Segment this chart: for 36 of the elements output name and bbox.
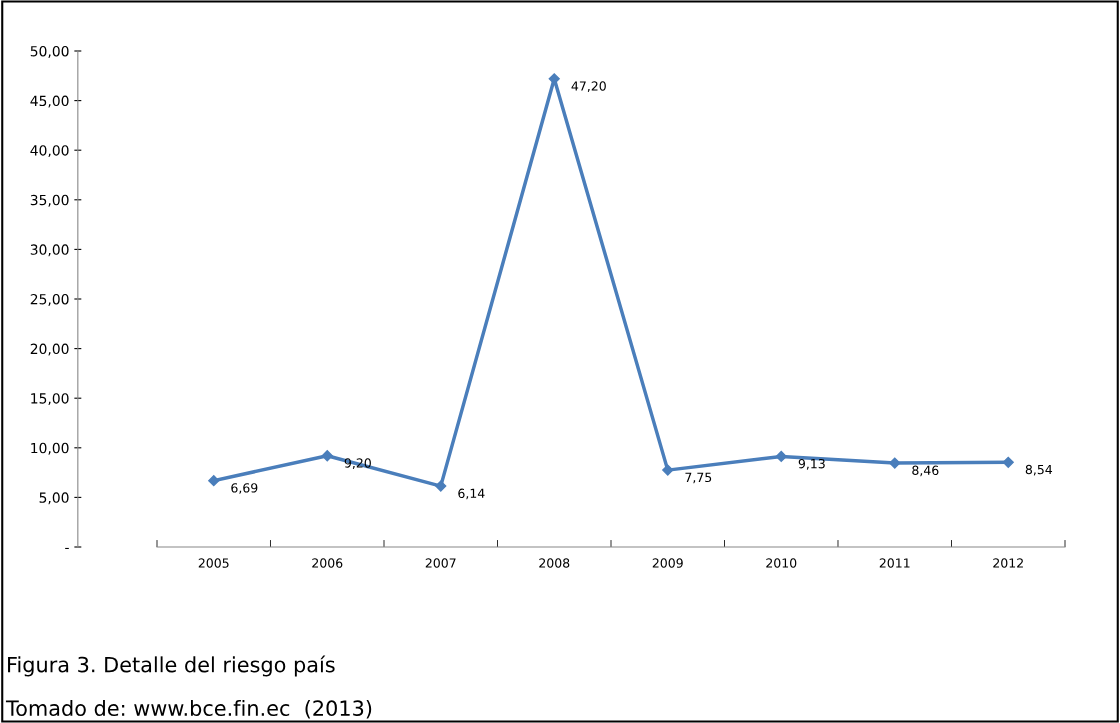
x-tick-label: 2009 <box>652 558 683 568</box>
y-tick-label: 30,00 <box>30 244 69 257</box>
text: Figura 3. Detalle del riesgo país <box>8 655 335 677</box>
x-tick-label: 2008 <box>539 558 570 568</box>
x-tick-label: 2007 <box>425 558 456 568</box>
data-label: 6,14 <box>458 488 485 500</box>
point <box>321 450 333 462</box>
x-tick-label: 2012 <box>993 558 1023 568</box>
data-label: 8,54 <box>1025 464 1053 476</box>
y-tick-label: 35,00 <box>30 194 69 207</box>
data-label: 6,69 <box>231 483 258 494</box>
data-label: 9,20 <box>344 458 371 469</box>
point <box>775 450 787 463</box>
y-tick-label: 45,00 <box>30 95 69 108</box>
point <box>662 464 674 476</box>
data-label: 8,46 <box>912 465 939 477</box>
x-tick-label: 2010 <box>766 558 797 568</box>
y-tick-label: 15,00 <box>31 393 69 406</box>
data-label: 47,20 <box>571 81 606 93</box>
y-tick-label: 5,00 <box>39 492 69 505</box>
point <box>889 457 901 469</box>
text: Tomado de: www.bce.fin.ec (2013) <box>5 699 372 719</box>
y-tick-label: 10,00 <box>31 442 69 455</box>
point <box>435 480 447 492</box>
x-tick-label: 2011 <box>879 558 910 568</box>
y-tick-label: 20,00 <box>30 343 69 356</box>
y-tick-label: 50,00 <box>30 45 69 58</box>
y-tick-label: - <box>65 547 69 550</box>
data-label: 7,75 <box>685 472 712 484</box>
point <box>208 475 220 487</box>
x-tick-label: 2005 <box>198 558 229 568</box>
x-tick-label: 2006 <box>312 558 343 568</box>
point <box>1002 456 1014 468</box>
y-tick-label: 40,00 <box>30 145 69 158</box>
data-label: 9,13 <box>798 458 825 470</box>
y-tick-label: 25,00 <box>30 293 69 306</box>
